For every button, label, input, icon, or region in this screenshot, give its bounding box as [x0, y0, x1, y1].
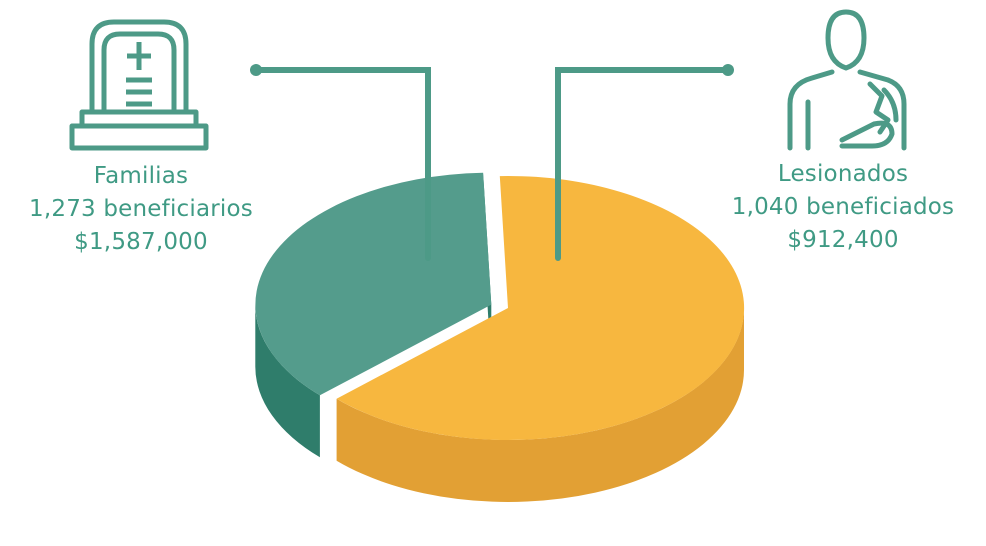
- tombstone-cross-icon: [69, 19, 209, 151]
- leader-line-familias: [250, 64, 431, 261]
- lesionados-beneficiaries: 1,040 beneficiados: [731, 194, 955, 220]
- lesionados-amount: $912,400: [787, 227, 899, 253]
- person-arm-sling-icon: [787, 9, 907, 151]
- leader-line-lesionados: [555, 64, 734, 261]
- lesionados-category: Lesionados: [777, 161, 909, 187]
- familias-label-block: Familias 1,273 beneficiarios $1,587,000: [0, 160, 282, 259]
- pie-slice-familias: [336, 176, 745, 441]
- familias-beneficiaries: 1,273 beneficiarios: [29, 196, 253, 222]
- pie-slice-side-familias: [336, 308, 744, 502]
- familias-amount: $1,587,000: [74, 229, 208, 255]
- familias-category: Familias: [93, 163, 189, 189]
- pie-slice-lesionados: [255, 172, 492, 396]
- lesionados-label-block: Lesionados 1,040 beneficiados $912,400: [700, 158, 986, 257]
